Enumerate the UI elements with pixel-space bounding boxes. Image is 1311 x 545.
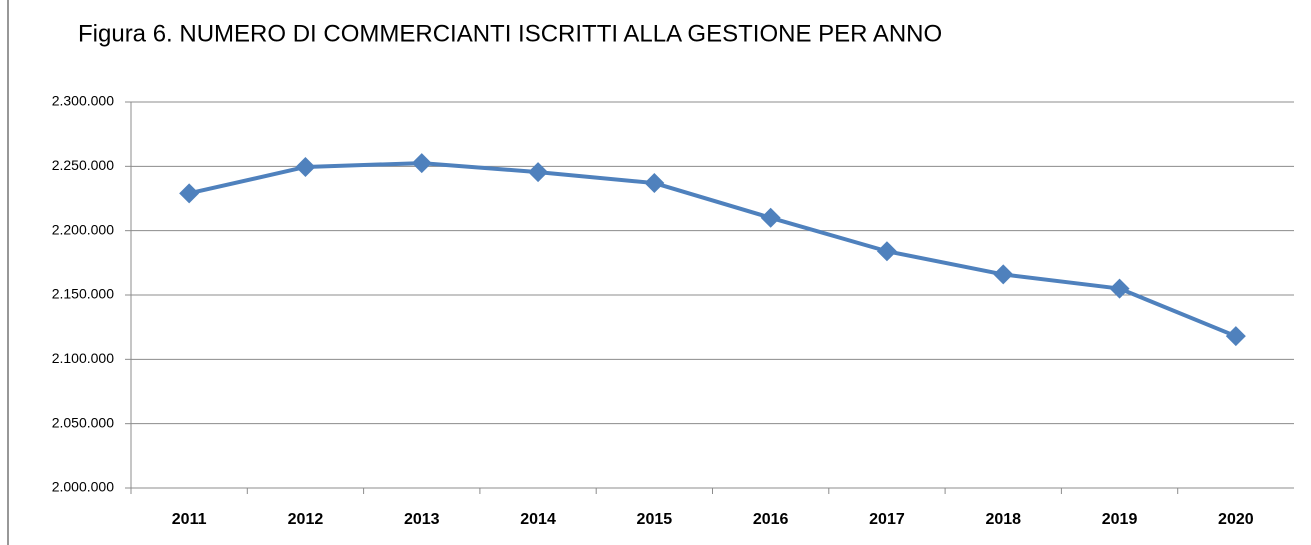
marker [528, 162, 549, 183]
x-tick-label: 2014 [520, 511, 556, 528]
x-tick-label: 2012 [288, 511, 324, 528]
x-tick-label: 2016 [753, 511, 789, 528]
marker [411, 153, 432, 174]
y-tick-label: 2.300.000 [52, 93, 114, 109]
y-tick-label: 2.100.000 [52, 350, 114, 366]
line [188, 161, 1237, 339]
marker [760, 207, 781, 228]
x-tick-label: 2011 [172, 511, 207, 528]
y-tick-label: 2.000.000 [52, 479, 114, 495]
x-tick-label: 2013 [404, 511, 440, 528]
marker [1225, 326, 1246, 347]
marker [993, 264, 1014, 285]
x-tick-label: 2020 [1218, 511, 1254, 528]
marker [644, 173, 665, 194]
marker [179, 183, 200, 204]
marker [876, 241, 897, 262]
y-tick-label: 2.150.000 [52, 286, 114, 302]
marker [295, 156, 316, 177]
y-tick-label: 2.050.000 [52, 414, 114, 430]
y-tick-label: 2.250.000 [52, 157, 114, 173]
x-tick-label: 2018 [985, 511, 1021, 528]
y-tick-label: 2.200.000 [52, 221, 114, 237]
marker [1109, 278, 1130, 299]
x-tick-label: 2015 [637, 511, 673, 528]
chart-title: Figura 6. NUMERO DI COMMERCIANTI ISCRITT… [78, 20, 942, 47]
x-tick-label: 2019 [1102, 511, 1138, 528]
chart-frame [7, 0, 9, 545]
x-tick-label: 2017 [869, 511, 905, 528]
